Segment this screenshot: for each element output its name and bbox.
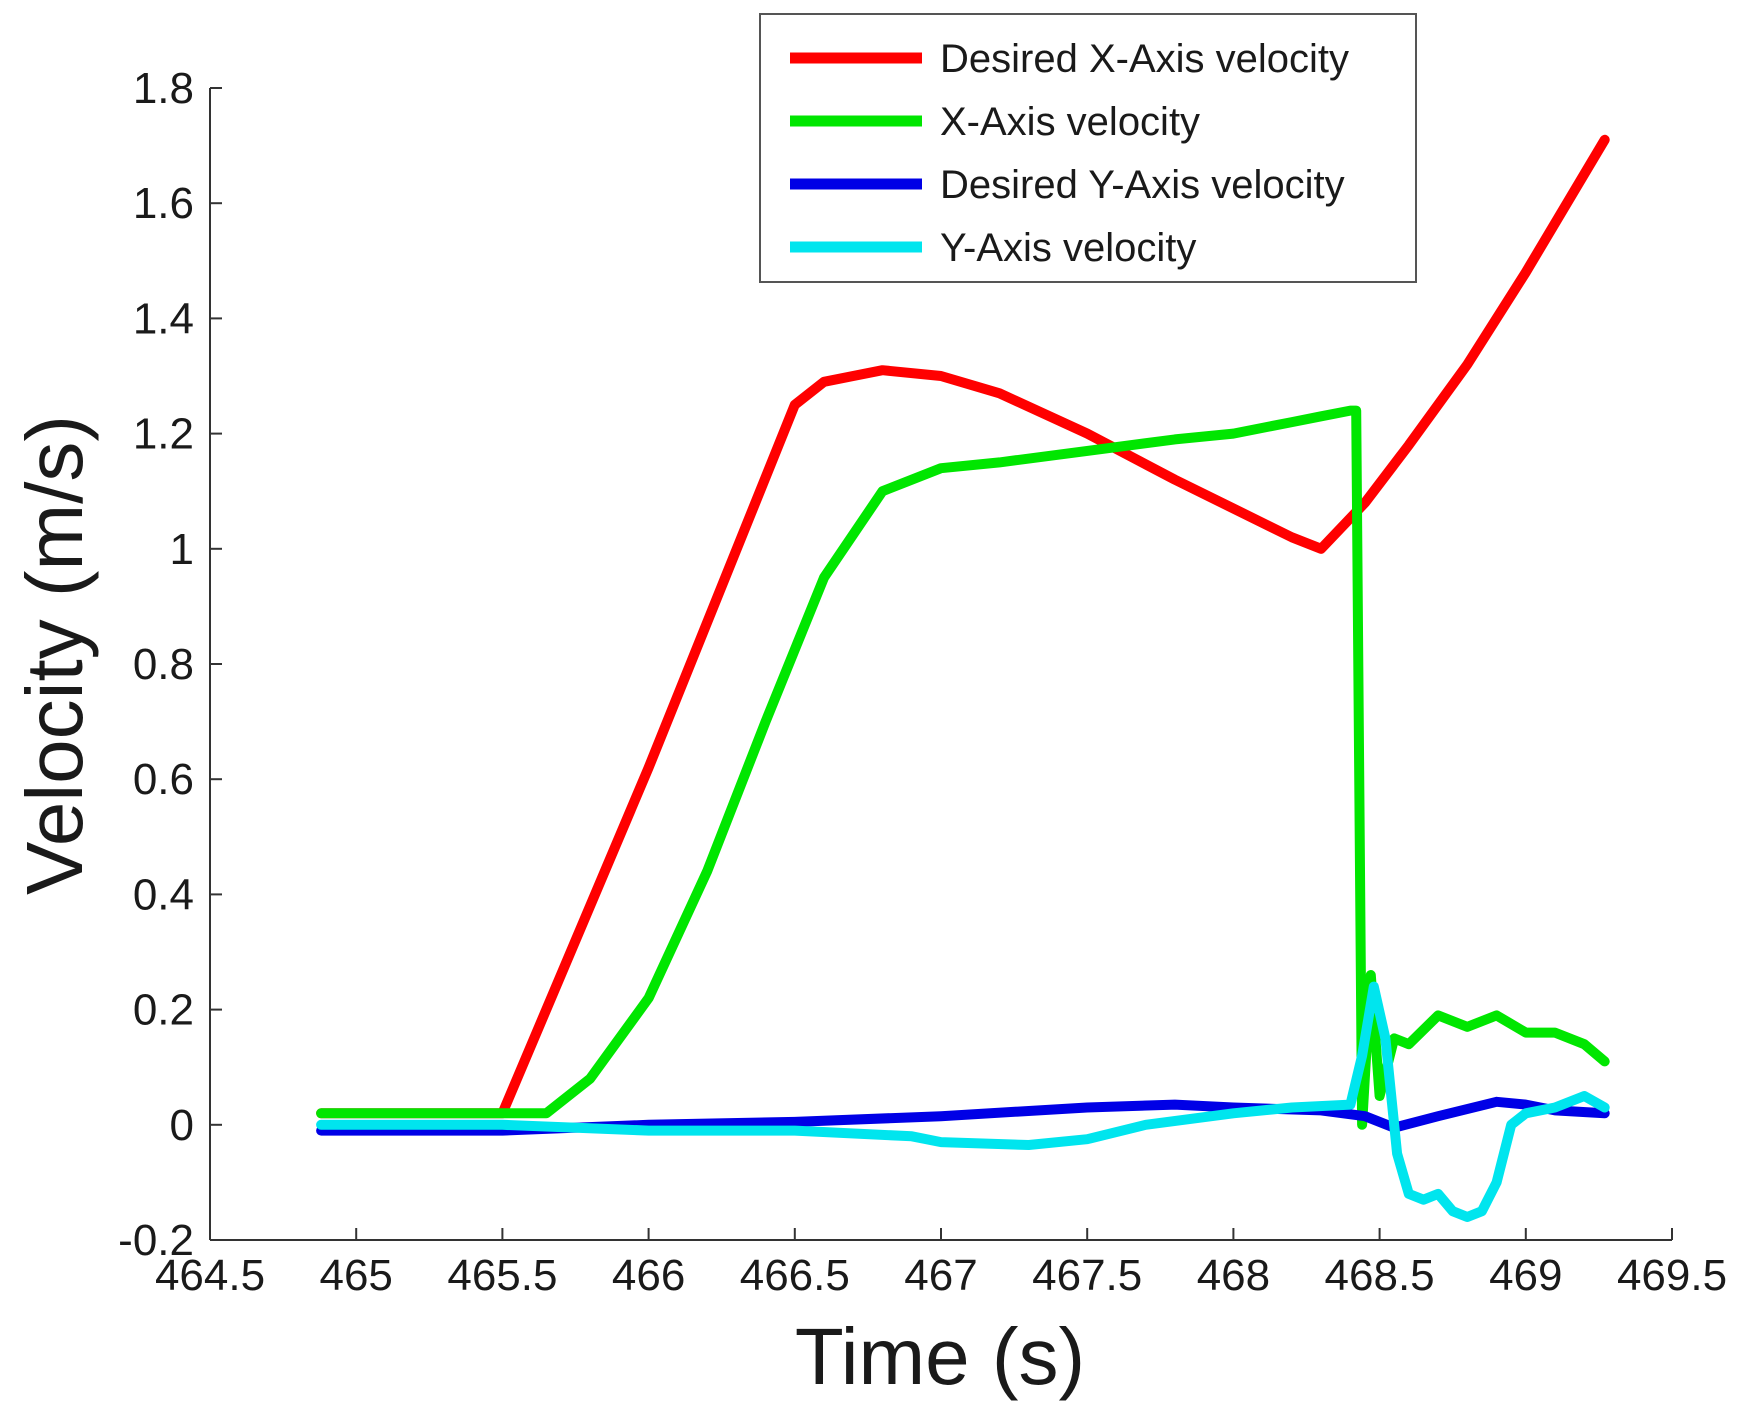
x-tick-label: 464.5 bbox=[155, 1251, 265, 1300]
x-tick-label: 468.5 bbox=[1325, 1251, 1435, 1300]
legend-label: Y-Axis velocity bbox=[940, 226, 1196, 270]
legend: Desired X-Axis velocity X-Axis velocity De… bbox=[759, 13, 1417, 283]
y-tick-label: 0.4 bbox=[133, 870, 194, 919]
x-tick-label: 468 bbox=[1197, 1251, 1270, 1300]
series-line-3 bbox=[316, 981, 1610, 1222]
y-tick-label: 0.8 bbox=[133, 640, 194, 689]
legend-label: Desired Y-Axis velocity bbox=[940, 163, 1345, 207]
x-ticks: 464.5 465 465.5 466 466.5 467 467.5 468 468.5 469… bbox=[155, 1228, 1727, 1300]
y-tick-label: 0.2 bbox=[133, 986, 194, 1035]
x-tick-label: 465 bbox=[319, 1251, 392, 1300]
y-tick-label: 1.8 bbox=[133, 64, 194, 113]
y-tick-label: 0.6 bbox=[133, 755, 194, 804]
y-tick-label: 1.2 bbox=[133, 410, 194, 459]
series bbox=[316, 134, 1610, 1222]
x-tick-label: 469 bbox=[1489, 1251, 1562, 1300]
x-tick-label: 465.5 bbox=[447, 1251, 557, 1300]
y-tick-label: 1 bbox=[170, 525, 194, 574]
legend-label: X-Axis velocity bbox=[940, 100, 1200, 144]
legend-label: Desired X-Axis velocity bbox=[940, 37, 1349, 81]
x-axis-title: Time (s) bbox=[795, 1312, 1085, 1401]
x-tick-label: 469.5 bbox=[1617, 1251, 1727, 1300]
x-tick-label: 466 bbox=[612, 1251, 685, 1300]
y-axis-title: Velocity (m/s) bbox=[10, 415, 99, 895]
y-tick-label: -0.2 bbox=[118, 1216, 194, 1265]
series-line-0 bbox=[316, 134, 1610, 1119]
y-ticks: -0.2 0 0.2 0.4 0.6 0.8 1 1.2 1.4 1.6 1.8 bbox=[118, 64, 222, 1265]
y-tick-label: 1.4 bbox=[133, 294, 194, 343]
x-tick-label: 467.5 bbox=[1032, 1251, 1142, 1300]
y-tick-label: 1.6 bbox=[133, 179, 194, 228]
x-tick-label: 466.5 bbox=[740, 1251, 850, 1300]
x-tick-label: 467 bbox=[904, 1251, 977, 1300]
y-tick-label: 0 bbox=[170, 1101, 194, 1150]
series-line-1 bbox=[316, 405, 1610, 1130]
